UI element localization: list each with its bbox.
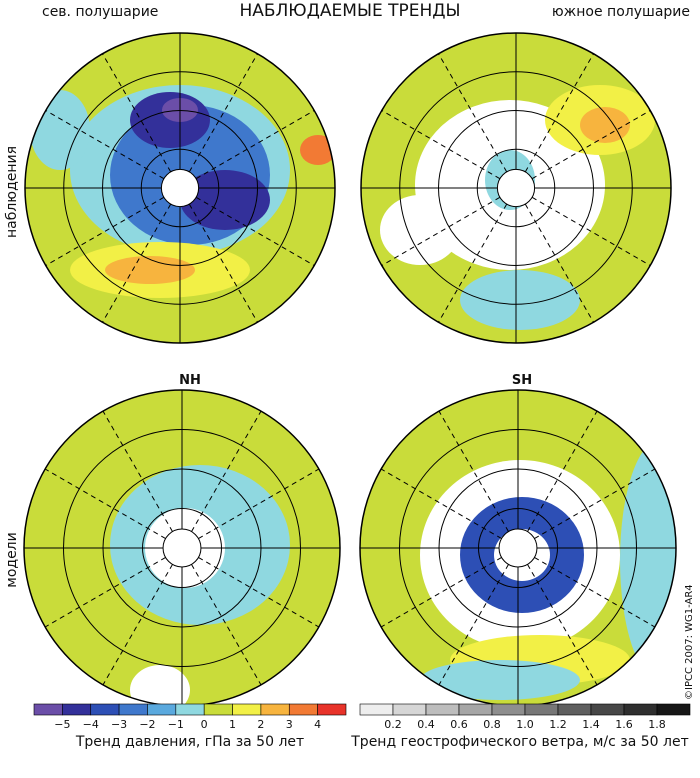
colorbar-swatch bbox=[524, 703, 559, 716]
pole-hole bbox=[496, 168, 536, 208]
colorbar-swatch bbox=[175, 703, 205, 716]
meridian bbox=[188, 53, 258, 173]
colorbar-swatch bbox=[623, 703, 658, 716]
meridian bbox=[381, 196, 501, 266]
colorbar-tick-label: 0.2 bbox=[384, 718, 402, 731]
colorbar-swatch bbox=[232, 703, 262, 716]
title: НАБЛЮДАЕМЫЕ ТРЕНДЫ bbox=[239, 1, 460, 21]
colorbar-swatch bbox=[590, 703, 625, 716]
colorbar-tick-label: −2 bbox=[139, 718, 155, 731]
colorbar-tick-label: 1.2 bbox=[549, 718, 567, 731]
colorbar-swatch bbox=[203, 703, 233, 716]
colorbar-tick-label: −5 bbox=[54, 718, 70, 731]
map-border bbox=[24, 32, 336, 344]
pole-hole bbox=[498, 528, 538, 568]
colorbar-tick-label: −1 bbox=[168, 718, 184, 731]
colorbar-tick-label: 0 bbox=[201, 718, 208, 731]
colorbar-swatch bbox=[288, 703, 318, 716]
colorbar-swatch bbox=[392, 703, 427, 716]
colorbar-swatch bbox=[458, 703, 493, 716]
colorbar-swatch bbox=[33, 703, 63, 716]
panel-label: SH bbox=[512, 373, 532, 388]
meridian bbox=[102, 203, 172, 323]
colorbar-tick-label: 0.8 bbox=[483, 718, 501, 731]
meridian bbox=[438, 203, 508, 323]
colorbar-swatch bbox=[118, 703, 148, 716]
meridian bbox=[195, 110, 315, 180]
colorbar-label: Тренд давления, гПа за 50 лет bbox=[75, 734, 304, 750]
pole-hole bbox=[160, 168, 200, 208]
meridian bbox=[188, 203, 258, 323]
colorbar-swatch bbox=[359, 703, 394, 716]
meridian bbox=[45, 110, 165, 180]
meridian bbox=[524, 53, 594, 173]
colorbar-swatch bbox=[491, 703, 526, 716]
colorbar-tick-label: −4 bbox=[83, 718, 99, 731]
colorbar: −5 −4 −3 −2 −1 0 1 2 3 4 bbox=[33, 703, 347, 731]
panel-label: сев. полушарие bbox=[42, 4, 158, 20]
colorbar-swatch bbox=[317, 703, 347, 716]
colorbar-tick-label: 1.0 bbox=[516, 718, 534, 731]
meridian bbox=[438, 53, 508, 173]
meridian bbox=[381, 110, 501, 180]
colorbar-swatch bbox=[62, 703, 92, 716]
meridian bbox=[524, 203, 594, 323]
map-sh-model bbox=[360, 390, 676, 706]
copyright: ©IPCC 2007: WG1-AR4 bbox=[684, 584, 695, 700]
colorbar-swatch bbox=[656, 703, 691, 716]
meridian bbox=[531, 196, 651, 266]
pole-hole bbox=[162, 528, 202, 568]
colorbar-label: Тренд геострофического ветра, м/с за 50 … bbox=[350, 734, 688, 750]
colorbar-tick-label: 3 bbox=[286, 718, 293, 731]
panel-label: южное полушарие bbox=[552, 4, 690, 20]
colorbar-tick-label: 0.6 bbox=[450, 718, 468, 731]
colorbar-swatch bbox=[147, 703, 177, 716]
colorbar: 0.2 0.4 0.6 0.8 1.0 1.2 1.4 1.6 1.8 bbox=[359, 703, 691, 731]
meridian bbox=[102, 53, 172, 173]
meridian bbox=[195, 196, 315, 266]
meridian bbox=[45, 196, 165, 266]
colorbar-tick-label: 1.6 bbox=[615, 718, 633, 731]
colorbar-tick-label: 1.8 bbox=[648, 718, 666, 731]
colorbar-tick-label: 0.4 bbox=[417, 718, 435, 731]
colorbar-tick-label: −3 bbox=[111, 718, 127, 731]
colorbar-tick-label: 1 bbox=[229, 718, 236, 731]
colorbar-swatch bbox=[260, 703, 290, 716]
row-label: наблюдения bbox=[4, 146, 20, 238]
row-label: модели bbox=[4, 532, 20, 587]
map-border bbox=[360, 32, 672, 344]
colorbar-tick-label: 4 bbox=[314, 718, 321, 731]
colorbar-swatch bbox=[90, 703, 120, 716]
colorbar-swatch bbox=[425, 703, 460, 716]
colorbar-tick-label: 1.4 bbox=[582, 718, 600, 731]
panel-label: NH bbox=[179, 373, 201, 388]
colorbar-swatch bbox=[557, 703, 592, 716]
meridian bbox=[531, 110, 651, 180]
colorbar-tick-label: 2 bbox=[257, 718, 264, 731]
